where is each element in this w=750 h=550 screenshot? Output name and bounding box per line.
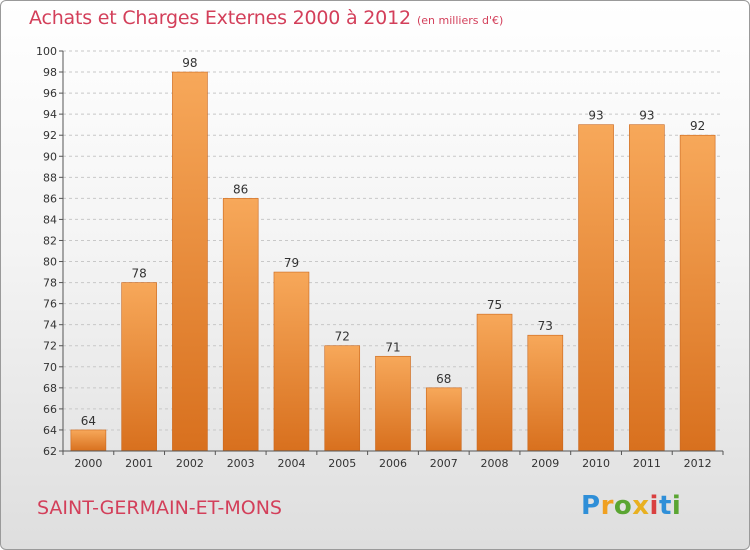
bar-2006 bbox=[375, 355, 411, 452]
y-tick-label: 90 bbox=[43, 150, 57, 163]
x-tick-label-2000: 2000 bbox=[74, 457, 102, 470]
x-tick-label-2007: 2007 bbox=[430, 457, 458, 470]
data-label-2002: 98 bbox=[182, 56, 197, 70]
data-label-2000: 64 bbox=[81, 414, 96, 428]
y-tick-label: 62 bbox=[43, 445, 57, 458]
y-tick-label: 96 bbox=[43, 87, 57, 100]
y-tick-label: 66 bbox=[43, 403, 57, 416]
data-label-2009: 73 bbox=[538, 319, 553, 333]
bar-2007 bbox=[425, 387, 462, 452]
data-labels: 64 78 98 86 79 72 71 68 75 73 93 93 92 bbox=[81, 56, 706, 428]
x-tick-label-2006: 2006 bbox=[379, 457, 407, 470]
y-tick-label: 82 bbox=[43, 234, 57, 247]
bar-2004 bbox=[273, 271, 310, 452]
logo-letter: t bbox=[658, 491, 672, 521]
y-tick-label: 100 bbox=[36, 45, 57, 58]
data-label-2012: 92 bbox=[690, 119, 705, 133]
x-tick-label-2008: 2008 bbox=[481, 457, 509, 470]
logo-letter: r bbox=[600, 491, 614, 521]
logo-letter: P bbox=[581, 491, 601, 521]
data-label-2008: 75 bbox=[487, 298, 502, 312]
data-label-2010: 93 bbox=[588, 109, 603, 123]
y-tick-label: 88 bbox=[43, 171, 57, 184]
data-label-2001: 78 bbox=[132, 267, 147, 281]
x-tick-label-2002: 2002 bbox=[176, 457, 204, 470]
x-tick-label-2012: 2012 bbox=[684, 457, 712, 470]
y-tick-label: 92 bbox=[43, 129, 57, 142]
y-tick-label: 76 bbox=[43, 298, 57, 311]
bar-2001 bbox=[121, 282, 157, 452]
y-tick-label: 68 bbox=[43, 382, 57, 395]
y-tick-label: 74 bbox=[43, 319, 57, 332]
chart-title: Achats et Charges Externes 2000 à 2012 bbox=[29, 7, 411, 29]
x-tick-label-2009: 2009 bbox=[531, 457, 559, 470]
y-tick-label: 94 bbox=[43, 108, 57, 121]
y-axis: 62 64 66 68 70 72 74 76 78 80 82 84 86 88 90 92 94 96 98 10… bbox=[36, 45, 64, 458]
y-tick-label: 70 bbox=[43, 361, 57, 374]
city-name: SAINT-GERMAIN-ET-MONS bbox=[37, 497, 282, 519]
y-tick-label: 78 bbox=[43, 277, 57, 290]
x-axis: 2000 2001 2002 2003 2004 2005 2006 2007 2008 2009… bbox=[62, 450, 724, 470]
bar-2012 bbox=[679, 134, 716, 452]
bars bbox=[70, 71, 716, 452]
data-label-2007: 68 bbox=[436, 372, 451, 386]
data-label-2003: 86 bbox=[233, 182, 248, 196]
bar-2003 bbox=[222, 198, 259, 452]
bar-2002 bbox=[172, 71, 208, 452]
y-tick-label: 86 bbox=[43, 192, 57, 205]
x-tick-label-2004: 2004 bbox=[277, 457, 305, 470]
data-label-2004: 79 bbox=[284, 256, 299, 270]
logo-letter: i bbox=[649, 491, 659, 521]
y-tick-label: 80 bbox=[43, 256, 57, 269]
data-label-2011: 93 bbox=[639, 109, 654, 123]
bar-2010 bbox=[578, 124, 614, 452]
bar-2000 bbox=[70, 429, 107, 452]
y-tick-label: 64 bbox=[43, 424, 57, 437]
x-tick-label-2005: 2005 bbox=[328, 457, 356, 470]
logo-letter: x bbox=[632, 491, 650, 521]
y-tick-label: 84 bbox=[43, 213, 57, 226]
data-label-2006: 71 bbox=[385, 340, 400, 354]
logo-letter: o bbox=[613, 491, 633, 521]
bar-2011 bbox=[629, 124, 665, 452]
chart-subtitle: (en milliers d'€) bbox=[417, 14, 504, 27]
x-tick-label-2003: 2003 bbox=[227, 457, 255, 470]
bar-2005 bbox=[324, 345, 361, 452]
logo-letter: i bbox=[671, 491, 682, 521]
bar-2009 bbox=[527, 334, 564, 452]
x-tick-label-2001: 2001 bbox=[125, 457, 153, 470]
data-label-2005: 72 bbox=[335, 330, 350, 344]
proxiti-logo: Proxiti bbox=[581, 491, 681, 521]
x-tick-label-2010: 2010 bbox=[582, 457, 610, 470]
y-tick-label: 98 bbox=[43, 66, 57, 79]
bar-2008 bbox=[476, 313, 513, 452]
y-tick-label: 72 bbox=[43, 340, 57, 353]
x-tick-label-2011: 2011 bbox=[633, 457, 661, 470]
